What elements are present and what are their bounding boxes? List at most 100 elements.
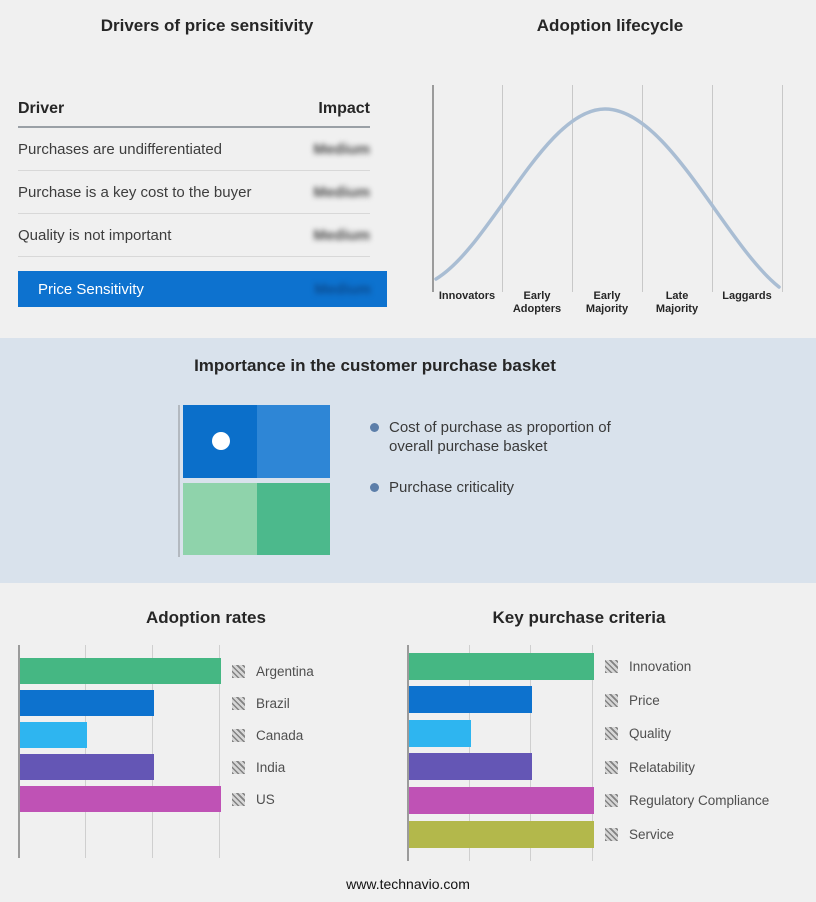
price-sensitivity-label: Price Sensitivity [38, 280, 144, 298]
basket-bullet-list: Cost of purchase as proportion of overal… [370, 418, 635, 519]
legend-item: Quality [605, 720, 769, 747]
price-sensitivity-summary-bar: Price Sensitivity Medium [18, 271, 387, 307]
purchase-criteria-legend: Innovation Price Quality Relatability Re… [605, 653, 769, 848]
legend-label: Argentina [256, 663, 314, 679]
lifecycle-chart [432, 85, 784, 310]
legend-swatch-icon [232, 760, 245, 774]
bar-innovation [409, 653, 594, 680]
quadrant-axis [178, 405, 180, 557]
legend-item: Price [605, 687, 769, 714]
legend-label: Relatability [629, 759, 696, 775]
bar-canada [20, 722, 87, 748]
legend-item: Argentina [232, 658, 314, 684]
legend-item: India [232, 754, 314, 780]
legend-swatch-icon [605, 794, 618, 807]
bar-regulatory-compliance [409, 787, 594, 814]
basket-title: Importance in the customer purchase bask… [194, 356, 556, 375]
legend-swatch-icon [232, 664, 245, 678]
drivers-table: Driver Impact Purchases are undifferenti… [18, 96, 370, 257]
bar-india [20, 754, 154, 780]
driver-label: Quality is not important [18, 226, 172, 244]
drivers-title: Drivers of price sensitivity [100, 16, 314, 35]
legend-swatch-icon [605, 693, 618, 707]
legend-swatch-icon [605, 760, 618, 774]
legend-label: Service [629, 826, 675, 842]
legend-swatch-icon [605, 727, 618, 740]
quadrant-top-right [257, 405, 330, 478]
drivers-table-header: Driver Impact [18, 96, 370, 128]
purchase-basket-section: Importance in the customer purchase bask… [0, 338, 816, 583]
stage-label: Innovators [438, 290, 496, 302]
adoption-rates-chart [18, 645, 228, 860]
legend-swatch-icon [605, 660, 618, 673]
legend-label: India [256, 759, 286, 775]
legend-item: US [232, 786, 314, 812]
legend-item: Relatability [605, 754, 769, 781]
table-row: Quality is not important Medium [18, 214, 370, 257]
legend-label: Price [629, 692, 660, 708]
purchase-criteria-chart [407, 645, 607, 865]
stage-label: Late Majority [655, 290, 699, 315]
lifecycle-title: Adoption lifecycle [536, 16, 684, 35]
price-sensitivity-value: Medium [314, 280, 371, 298]
y-axis [18, 645, 20, 858]
table-row: Purchase is a key cost to the buyer Medi… [18, 171, 370, 214]
bullet-icon [370, 423, 379, 432]
adoption-rates-legend: Argentina Brazil Canada India US [232, 658, 314, 812]
quadrant-top-left [183, 405, 257, 478]
gridline [152, 645, 153, 858]
driver-label: Purchases are undifferentiated [18, 140, 223, 158]
driver-column-header: Driver [18, 100, 65, 117]
y-axis [407, 645, 409, 861]
quadrant-graphic [178, 405, 338, 557]
legend-label: US [256, 791, 275, 807]
legend-item: Innovation [605, 653, 769, 680]
technavio-url: www.technavio.com [346, 876, 470, 892]
impact-value: Medium [313, 183, 370, 201]
lifecycle-curve-svg [432, 85, 783, 292]
list-item: Cost of purchase as proportion of overal… [370, 418, 635, 456]
legend-label: Canada [256, 727, 304, 743]
legend-label: Regulatory Compliance [629, 793, 770, 808]
legend-item: Regulatory Compliance [605, 787, 769, 814]
bar-quality [409, 720, 471, 747]
list-item: Purchase criticality [370, 478, 635, 497]
stage-label: Early Majority [585, 290, 629, 315]
legend-label: Quality [629, 726, 672, 741]
adoption-rates-title: Adoption rates [146, 608, 266, 627]
legend-swatch-icon [232, 696, 245, 710]
legend-label: Brazil [256, 695, 290, 711]
legend-swatch-icon [232, 792, 245, 806]
legend-item: Brazil [232, 690, 314, 716]
impact-column-header: Impact [318, 100, 370, 117]
impact-value: Medium [313, 226, 370, 244]
bullet-text: Purchase criticality [389, 479, 515, 496]
gridline [219, 645, 220, 858]
legend-swatch-icon [232, 728, 245, 742]
legend-item: Service [605, 821, 769, 848]
legend-label: Innovation [629, 659, 692, 674]
driver-label: Purchase is a key cost to the buyer [18, 183, 252, 201]
legend-swatch-icon [605, 827, 618, 841]
stage-label: Early Adopters [512, 290, 562, 315]
lifecycle-stage-labels: Innovators Early Adopters Early Majority… [432, 290, 784, 316]
legend-item: Canada [232, 722, 314, 748]
table-row: Purchases are undifferentiated Medium [18, 128, 370, 171]
bar-price [409, 686, 532, 713]
bell-curve [434, 107, 781, 289]
position-dot [212, 432, 230, 450]
bar-argentina [20, 658, 221, 684]
quadrant-bottom-right [257, 483, 330, 555]
quadrant-bottom-left [183, 483, 257, 555]
bullet-icon [370, 483, 379, 492]
bar-us [20, 786, 221, 812]
bar-brazil [20, 690, 154, 716]
bar-relatability [409, 753, 532, 780]
impact-value: Medium [313, 140, 370, 158]
stage-label: Laggards [722, 290, 772, 302]
purchase-criteria-title: Key purchase criteria [492, 608, 666, 627]
bullet-text: Cost of purchase as proportion of overal… [389, 419, 611, 455]
bar-service [409, 821, 594, 848]
gridline [85, 645, 86, 858]
